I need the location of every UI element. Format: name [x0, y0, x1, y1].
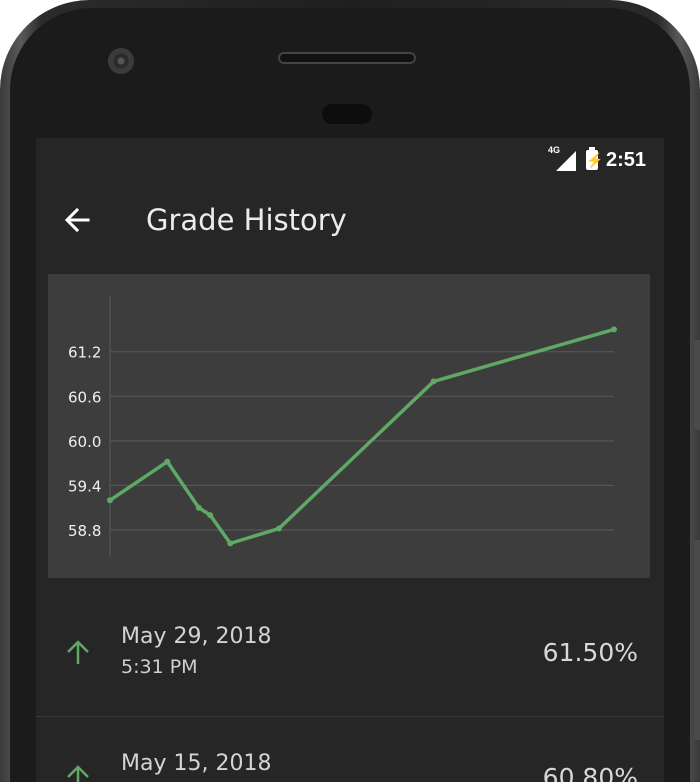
y-tick-label: 60.6: [68, 388, 101, 406]
list-item[interactable]: May 29, 2018 5:31 PM 61.50%: [36, 596, 664, 716]
data-point: [207, 512, 214, 519]
arrow-up-icon: [67, 640, 89, 664]
arrow-up-icon: [67, 765, 89, 782]
volume-button: [694, 540, 700, 740]
app-screen: 4G ⚡ 2:51 Grade History 61.2 60.6 60.0 59.4…: [36, 138, 664, 782]
entry-date: May 29, 2018: [121, 624, 272, 649]
arrow-left-icon[interactable]: [64, 207, 90, 233]
y-tick-label: 59.4: [68, 477, 101, 495]
page-title: Grade History: [146, 203, 347, 237]
entry-percent: 61.50%: [542, 638, 638, 667]
y-tick-label: 60.0: [68, 433, 101, 451]
entry-percent: 60.80%: [542, 763, 638, 782]
grade-chart-card: 61.2 60.6 60.0 59.4 58.8: [48, 274, 650, 578]
history-list: May 29, 2018 5:31 PM 61.50% May 15, 2018…: [36, 596, 664, 782]
entry-time: 5:31 PM: [121, 656, 198, 678]
y-tick-label: 61.2: [68, 344, 101, 362]
battery-charging-icon: ⚡: [585, 147, 604, 170]
network-type: 4G: [547, 145, 560, 155]
earpiece-speaker: [278, 52, 416, 64]
app-bar: Grade History: [36, 182, 664, 258]
data-point: [611, 326, 617, 333]
status-bar: 4G ⚡ 2:51: [36, 138, 664, 182]
data-point: [227, 540, 234, 547]
series-line: [109, 327, 615, 546]
status-time: 2:51: [605, 148, 646, 171]
data-point: [107, 497, 113, 504]
signal-icon: 4G: [548, 145, 576, 171]
grade-line-chart: 61.2 60.6 60.0 59.4 58.8: [68, 296, 617, 556]
list-item[interactable]: May 15, 2018 60.80%: [36, 716, 664, 782]
data-point: [164, 458, 171, 465]
front-camera: [108, 48, 134, 74]
entry-date: May 15, 2018: [121, 751, 272, 776]
data-point: [195, 504, 202, 511]
power-button: [694, 340, 700, 430]
y-tick-label: 58.8: [68, 522, 101, 540]
data-point: [430, 378, 437, 385]
data-point: [275, 525, 282, 532]
proximity-sensor: [322, 104, 372, 124]
